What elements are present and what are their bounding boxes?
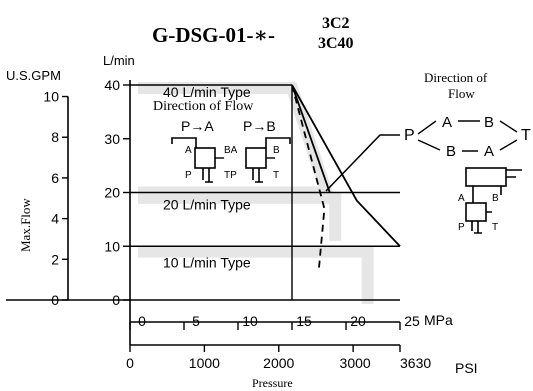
series-line-1	[291, 84, 331, 193]
right-port-b-top: B	[484, 114, 494, 131]
gpm-tick-label: 2	[51, 251, 59, 267]
type-region-20	[138, 191, 342, 241]
y-unit-gpm: U.S.GPM	[6, 68, 61, 83]
series-lines	[291, 84, 401, 268]
right-diagram-title-1: Direction of	[424, 70, 488, 85]
psi-tick-label: 2000	[263, 355, 294, 371]
y-axis-label: Max.Flow	[18, 198, 33, 252]
gpm-tick-label: 4	[51, 211, 59, 227]
right-port-a-top: A	[442, 114, 452, 131]
inset-arrow-left	[171, 137, 197, 148]
psi-tick-label: 1000	[189, 355, 220, 371]
series-line-0	[291, 84, 401, 247]
right-port-a-bottom: A	[484, 143, 494, 160]
inset-port-tp: TP	[224, 170, 237, 181]
inset-port-ba: BA	[224, 145, 238, 156]
right-valve-lower	[465, 202, 487, 222]
ticks: 0 10 20 30 40 0 2 4 6 8 10 0 5 10 15 20 25 0 1000 2000 3000 3…	[43, 77, 431, 371]
right-port-t: T	[521, 127, 531, 144]
inset-label-p-to-b: P→B	[243, 118, 276, 134]
chart-title: G-DSG-01-∗-	[152, 23, 275, 47]
inset-valve-left	[194, 147, 216, 169]
x-unit-mpa: MPa	[424, 312, 453, 328]
mpa-tick-label: 20	[350, 313, 366, 329]
gpm-tick-label: 10	[43, 89, 59, 105]
psi-tick-label: 0	[126, 355, 134, 371]
inset-valve-right	[245, 147, 267, 169]
inset-arrow-right	[265, 137, 291, 148]
inset-label-p-to-a: P→A	[181, 118, 214, 134]
x-unit-psi: PSI	[455, 360, 478, 376]
type-label: 10 L/min Type	[163, 254, 251, 270]
mpa-tick-label: 0	[138, 313, 146, 329]
inset-port-a: A	[185, 145, 192, 156]
inset-title: Direction of Flow	[153, 99, 254, 114]
right-valve-body	[465, 167, 507, 187]
psi-tick-label: 3000	[340, 355, 371, 371]
series-line-2	[291, 84, 326, 268]
gpm-tick-label: 6	[51, 170, 59, 186]
chart-title-variant-bottom: 3C40	[318, 35, 354, 52]
mpa-tick-label: 15	[296, 313, 312, 329]
lmin-tick-label: 10	[104, 238, 120, 254]
psi-tick-label: 3630	[400, 355, 431, 371]
inset-port-t: T	[273, 170, 279, 181]
lmin-tick-label: 30	[104, 131, 120, 147]
mpa-tick-label: 10	[242, 313, 258, 329]
lmin-tick-label: 20	[104, 185, 120, 201]
right-port-b-bottom: B	[446, 143, 456, 160]
right-diagram-title-2: Flow	[448, 86, 475, 101]
mpa-tick-label: 5	[192, 313, 200, 329]
right-port-p: P	[404, 127, 415, 144]
gpm-tick-label: 8	[51, 129, 59, 145]
mpa-tick-label: 25	[404, 313, 420, 329]
x-axis-label: Pressure	[252, 376, 293, 390]
lmin-tick-label: 40	[104, 77, 120, 93]
type-region-10	[138, 245, 374, 304]
right-sym-t: T	[492, 222, 498, 233]
inset-port-b: B	[273, 145, 280, 156]
flow-diagram-inset: Direction of Flow P→A P→B A P BA TP B T	[153, 99, 291, 183]
type-labels: 40 L/min Type 20 L/min Type 10 L/min Type	[163, 84, 251, 270]
type-label: 20 L/min Type	[163, 197, 251, 213]
gpm-tick-label: 0	[51, 292, 59, 308]
chart-title-variant-top: 3C2	[322, 15, 350, 32]
type-label: 40 L/min Type	[163, 84, 251, 100]
callout-leader	[325, 134, 400, 192]
gridlines	[130, 84, 400, 300]
right-sym-b: B	[492, 193, 499, 204]
flow-diagram-right: Direction of Flow P A B T B A A B P T	[325, 70, 531, 234]
y-unit-lmin: L/min	[103, 53, 135, 68]
inset-port-p: P	[185, 170, 192, 181]
lmin-tick-label: 0	[112, 292, 120, 308]
right-sym-p: P	[458, 222, 465, 233]
right-sym-a: A	[458, 193, 465, 204]
